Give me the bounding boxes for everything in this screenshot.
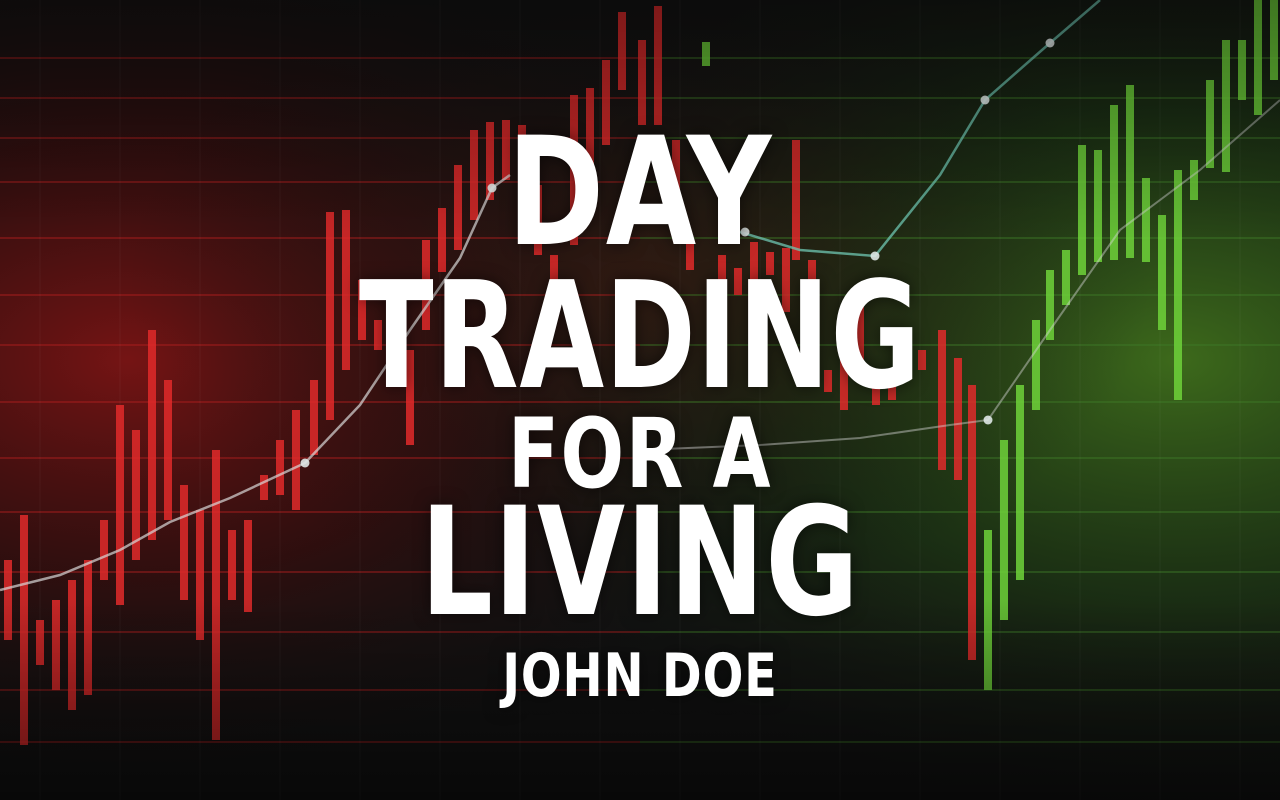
candlestick-chart-background — [0, 0, 1280, 800]
book-cover: DAY TRADING FOR A LIVING JOHN DOE — [0, 0, 1280, 800]
